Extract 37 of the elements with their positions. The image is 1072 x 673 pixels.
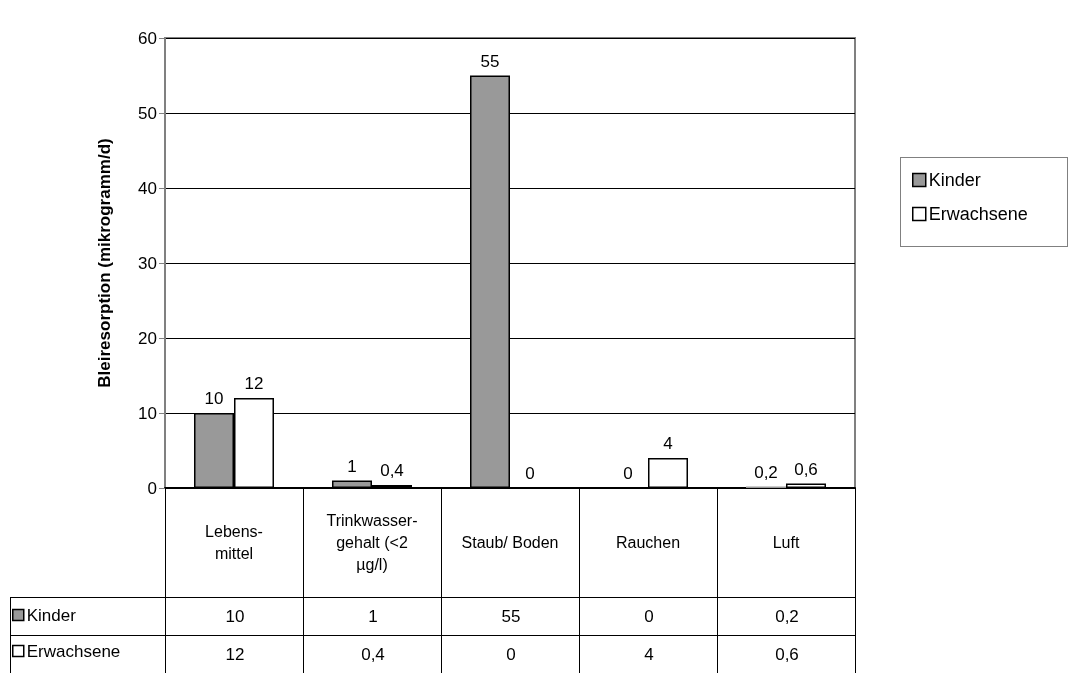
x-tick-label: Luft <box>772 534 800 551</box>
x-tick-label: Rauchen <box>615 534 681 551</box>
data-label: 0 <box>505 644 517 666</box>
text: 0,6 <box>794 459 818 479</box>
text: 55 <box>480 51 500 71</box>
y-tick-label: 30 <box>138 253 157 273</box>
x-tick-label: Trinkwasser- gehalt (<2 µg/l) <box>326 512 418 573</box>
data-label: 4 <box>643 644 655 666</box>
legend-label: Erwachsene <box>26 641 121 661</box>
text: Erwachsene <box>928 204 1028 224</box>
y-tick-label: 50 <box>138 103 157 123</box>
y-tick-label: 60 <box>138 28 157 48</box>
y-axis-title: Bleiresorption (mikrogramm/d) <box>95 138 114 388</box>
y-tick-label: 40 <box>138 178 157 198</box>
text: Kinder <box>26 605 76 625</box>
y-tick-label: 20 <box>138 328 157 348</box>
data-label: 55 <box>500 606 522 628</box>
data-label: 1 <box>367 606 379 628</box>
data-label: 0,6 <box>774 644 800 666</box>
x-tick-label: Staub/ Boden <box>461 534 559 551</box>
text: 1 <box>347 456 357 476</box>
data-label: 0,4 <box>360 644 386 666</box>
y-tick-label: 0 <box>147 478 157 498</box>
text: 4 <box>663 434 673 453</box>
text: 12 <box>244 374 264 393</box>
text: 0 <box>623 464 633 483</box>
legend-label: Kinder <box>928 170 981 190</box>
text: 0,2 <box>754 462 778 482</box>
data-label: 0 <box>643 606 655 628</box>
data-label: 10 <box>224 606 246 628</box>
text: 0 <box>525 464 535 483</box>
data-label: 12 <box>224 644 246 666</box>
x-tick-label: Lebens- mittel <box>205 523 263 562</box>
text: 0,4 <box>380 461 404 480</box>
y-tick-label: 10 <box>138 403 157 423</box>
text: 10 <box>204 389 224 408</box>
data-label: 0,2 <box>774 606 800 628</box>
